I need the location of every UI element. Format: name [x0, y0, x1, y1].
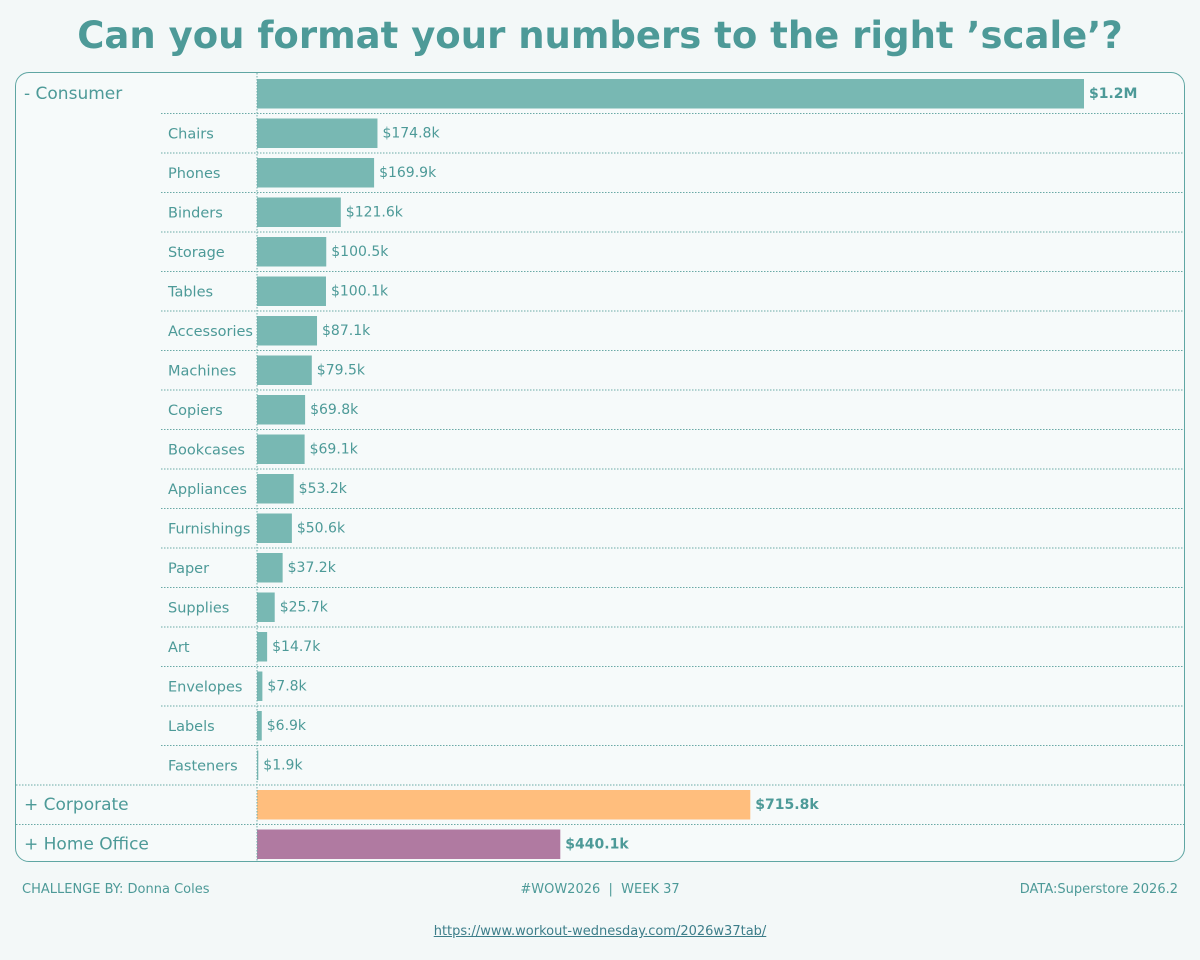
segment-label: - Consumer [24, 84, 122, 104]
chart-title: Can you format your numbers to the right… [77, 14, 1123, 57]
category-bar [257, 395, 306, 425]
category-label: Machines [168, 363, 236, 379]
category-bar [257, 632, 268, 662]
footer-week: #WOW2026 | WEEK 37 [0, 882, 1200, 897]
category-bar [257, 553, 283, 583]
category-value-label: $6.9k [267, 718, 307, 734]
category-label: Envelopes [168, 679, 242, 695]
segment-value-label: $440.1k [565, 836, 629, 852]
category-value-label: $169.9k [379, 165, 437, 181]
category-label: Furnishings [168, 521, 250, 537]
category-label: Art [168, 640, 190, 656]
category-value-label: $69.8k [310, 402, 359, 418]
category-label: Labels [168, 719, 215, 735]
category-label: Fasteners [168, 758, 238, 774]
category-value-label: $1.9k [263, 757, 303, 773]
category-label: Storage [168, 245, 225, 261]
category-value-label: $50.6k [297, 520, 346, 536]
category-bar [257, 711, 262, 741]
category-bar [257, 197, 341, 227]
category-label: Accessories [168, 324, 253, 340]
category-bar [257, 513, 292, 543]
segment-value-label: $715.8k [755, 797, 819, 813]
category-bar [257, 474, 294, 504]
category-label: Phones [168, 166, 220, 182]
segment-bar [257, 790, 751, 820]
category-value-label: $121.6k [346, 204, 404, 220]
category-label: Paper [168, 561, 209, 577]
category-value-label: $25.7k [280, 599, 329, 615]
category-bar [257, 355, 312, 385]
footer-challenge-by: CHALLENGE BY: Donna Coles [22, 882, 210, 897]
category-bar [257, 276, 326, 306]
category-label: Appliances [168, 482, 247, 498]
category-label: Tables [167, 284, 213, 300]
category-value-label: $79.5k [317, 362, 366, 378]
footer-week-text: #WOW2026 | WEEK 37 [520, 882, 680, 897]
category-bar [257, 316, 318, 346]
category-bar [257, 750, 259, 780]
category-value-label: $14.7k [272, 639, 321, 655]
segment-label: + Home Office [24, 834, 149, 854]
category-value-label: $174.8k [382, 125, 440, 141]
category-label: Supplies [168, 600, 229, 616]
category-bar [257, 118, 378, 148]
category-value-label: $69.1k [310, 441, 359, 457]
category-value-label: $7.8k [267, 678, 307, 694]
category-bar [257, 434, 305, 464]
category-bar [257, 158, 375, 188]
footer-link[interactable]: https://www.workout-wednesday.com/2026w3… [433, 924, 767, 939]
chart-frame: - Consumer $1.2M Chairs $174.8k Phones $169.9… [15, 72, 1185, 862]
category-bar [257, 592, 275, 622]
segment-value-label: $1.2M [1089, 86, 1137, 102]
category-bar [257, 237, 327, 267]
footer-data-source: DATA:Superstore 2026.2 [1019, 882, 1178, 897]
bar-chart: - Consumer $1.2M Chairs $174.8k Phones $169.9… [16, 73, 1184, 861]
segment-bar [257, 79, 1084, 109]
segment-bar [257, 829, 561, 859]
category-label: Chairs [168, 126, 214, 142]
category-value-label: $37.2k [288, 560, 337, 576]
footer-link-container: https://www.workout-wednesday.com/2026w3… [0, 924, 1200, 939]
category-bar [257, 671, 263, 701]
category-label: Copiers [168, 403, 223, 419]
category-value-label: $87.1k [322, 323, 371, 339]
category-label: Binders [168, 205, 223, 221]
category-value-label: $100.5k [331, 244, 389, 260]
category-label: Bookcases [168, 442, 245, 458]
segment-label: + Corporate [24, 795, 129, 815]
category-value-label: $53.2k [299, 481, 348, 497]
category-value-label: $100.1k [331, 283, 389, 299]
